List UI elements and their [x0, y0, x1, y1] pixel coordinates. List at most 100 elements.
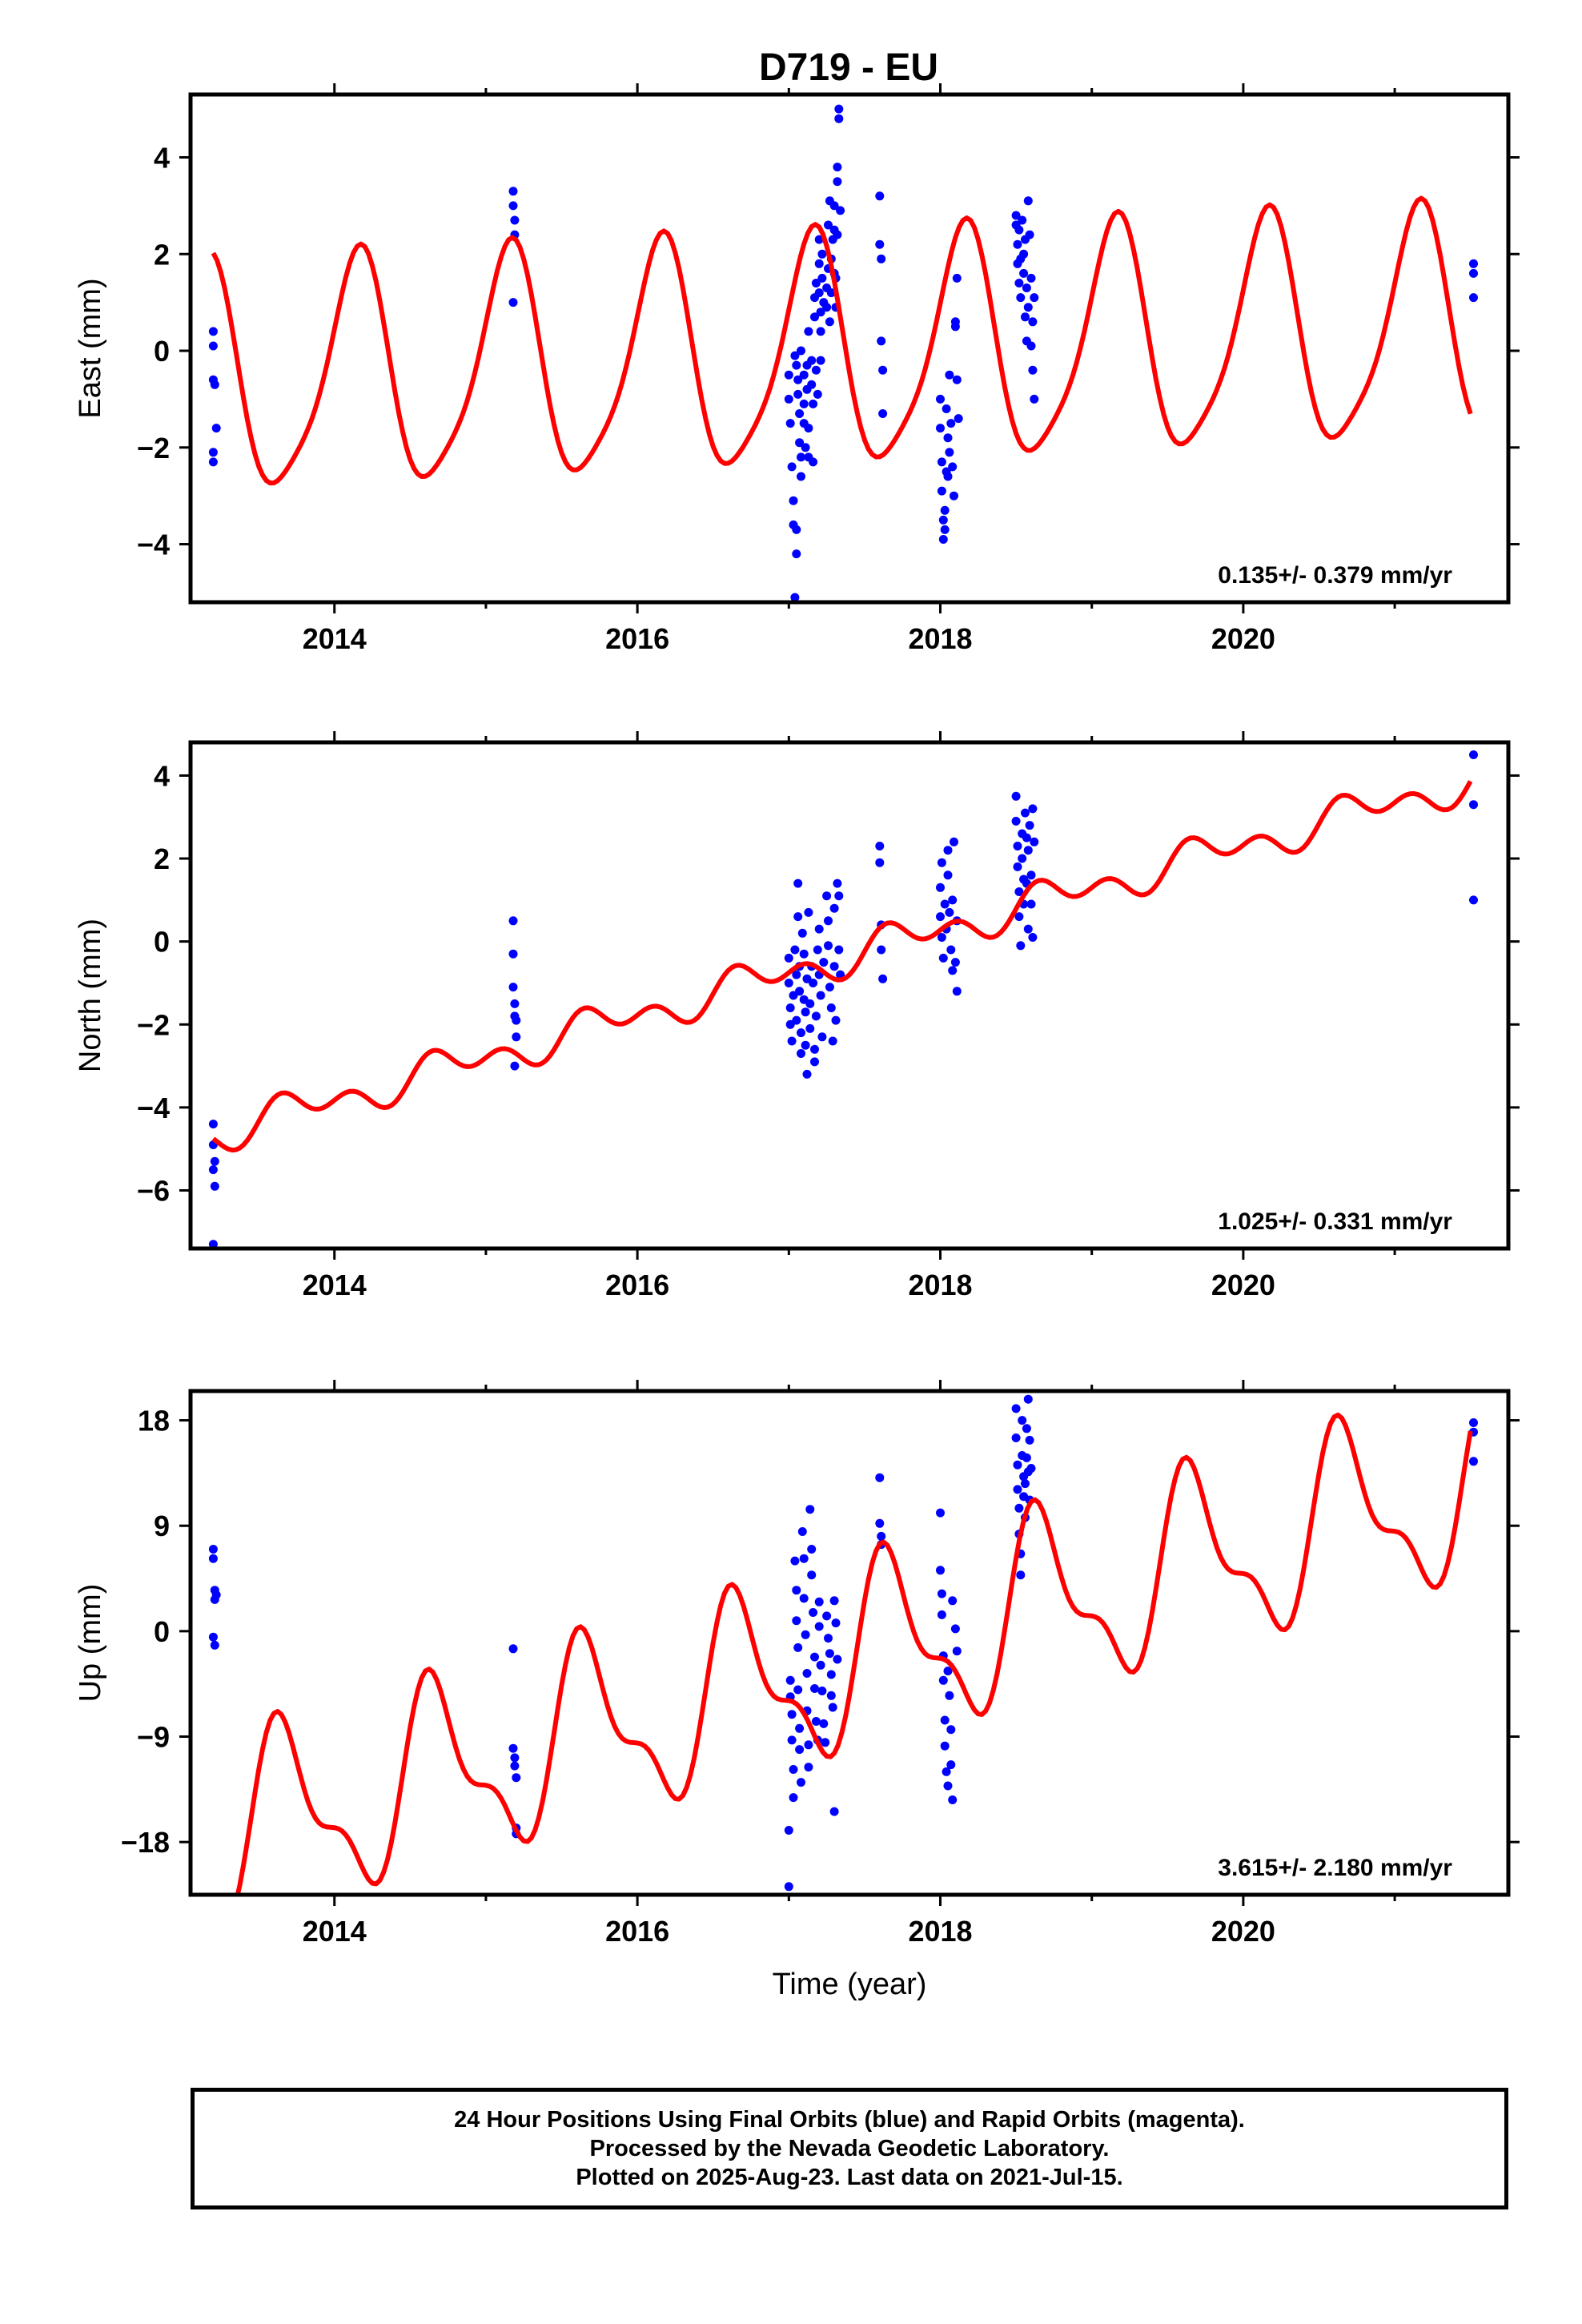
data-point — [824, 220, 833, 230]
data-point — [834, 104, 844, 114]
data-point — [824, 1634, 833, 1643]
data-point — [878, 974, 888, 983]
data-point — [792, 360, 801, 370]
data-point — [802, 1669, 812, 1678]
x-tick-label: 2018 — [908, 1269, 972, 1301]
data-point — [801, 1630, 810, 1639]
chart-title: D719 - EU — [759, 46, 938, 89]
y-tick-label: 9 — [154, 1510, 170, 1542]
data-point — [1030, 394, 1039, 404]
data-point — [785, 1003, 795, 1012]
data-point — [210, 1156, 219, 1166]
data-point — [875, 239, 885, 249]
data-point — [508, 201, 518, 211]
data-point — [807, 1570, 817, 1580]
data-point — [1023, 846, 1033, 855]
data-point — [210, 380, 219, 389]
data-point — [952, 273, 962, 283]
data-point — [814, 235, 824, 244]
data-point — [797, 1049, 805, 1058]
caption-line-1: 24 Hour Positions Using Final Orbits (bl… — [454, 2107, 1245, 2133]
x-tick-label: 2020 — [1211, 1915, 1275, 1948]
data-point — [877, 1531, 886, 1541]
data-point — [210, 1640, 219, 1650]
x-tick-label: 2016 — [605, 622, 669, 655]
data-point — [797, 928, 807, 938]
data-point — [948, 1795, 958, 1804]
data-point — [801, 1040, 810, 1050]
data-point — [875, 191, 885, 201]
plot-frame — [188, 92, 1511, 605]
data-point — [828, 1703, 837, 1712]
data-point — [789, 496, 798, 505]
data-point — [826, 1691, 836, 1700]
data-point — [811, 1717, 821, 1726]
data-point — [208, 1240, 218, 1248]
data-point — [1469, 800, 1478, 810]
data-point — [1026, 341, 1036, 351]
data-point — [1011, 816, 1021, 826]
data-point — [952, 987, 962, 996]
data-point — [950, 958, 960, 967]
data-point — [950, 317, 960, 327]
data-point — [508, 1743, 518, 1753]
data-point — [792, 1015, 801, 1025]
data-point — [811, 365, 821, 375]
data-point — [510, 1761, 520, 1771]
data-point — [952, 1647, 962, 1656]
data-point — [826, 288, 836, 298]
x-tick-label: 2018 — [908, 1915, 972, 1948]
data-point — [1011, 211, 1021, 220]
data-point — [792, 525, 801, 534]
data-point — [814, 924, 824, 934]
data-point — [795, 1745, 805, 1755]
panel-1: 2014 2016 2018 2020 −4 −2 0 2 4 East (mm) 0.135+/-… — [74, 83, 1520, 655]
data-point — [790, 351, 800, 360]
data-points — [208, 750, 1478, 1248]
data-point — [1025, 1435, 1034, 1445]
data-point — [817, 249, 827, 259]
y-tick-label: 2 — [154, 842, 170, 875]
data-point — [816, 991, 825, 1000]
data-point — [784, 394, 793, 404]
data-point — [824, 941, 833, 951]
y-tick-label: −18 — [121, 1826, 170, 1859]
data-point — [940, 1715, 950, 1725]
data-point — [1469, 1457, 1478, 1466]
model-curve — [211, 780, 1473, 1153]
data-point — [936, 883, 945, 892]
y-tick-label: −9 — [137, 1721, 170, 1754]
data-point — [789, 1793, 798, 1803]
data-point — [809, 979, 818, 987]
data-point — [795, 1723, 805, 1733]
data-point — [1013, 1485, 1022, 1494]
data-point — [1016, 1570, 1026, 1580]
data-point — [1022, 1424, 1031, 1433]
data-point — [784, 1882, 793, 1892]
data-point — [211, 424, 221, 433]
plot-frame — [188, 740, 1511, 1251]
data-point — [802, 1069, 812, 1079]
data-point — [804, 424, 813, 433]
data-point — [831, 1618, 841, 1628]
data-point — [937, 457, 946, 467]
data-point — [804, 1740, 813, 1750]
data-point — [510, 1753, 520, 1763]
data-point — [793, 879, 803, 888]
data-point — [508, 1644, 518, 1654]
data-point — [807, 1545, 817, 1554]
data-point — [1022, 283, 1031, 292]
data-point — [813, 945, 822, 955]
data-point — [945, 1691, 954, 1700]
data-point — [940, 1741, 950, 1751]
data-point — [799, 1594, 809, 1603]
data-point — [834, 891, 844, 901]
data-point — [512, 1015, 521, 1025]
data-point — [811, 1011, 821, 1021]
data-point — [512, 1032, 521, 1042]
data-point — [819, 958, 829, 967]
data-point — [789, 1765, 798, 1774]
data-point — [208, 1545, 218, 1554]
data-point — [1026, 1464, 1036, 1473]
